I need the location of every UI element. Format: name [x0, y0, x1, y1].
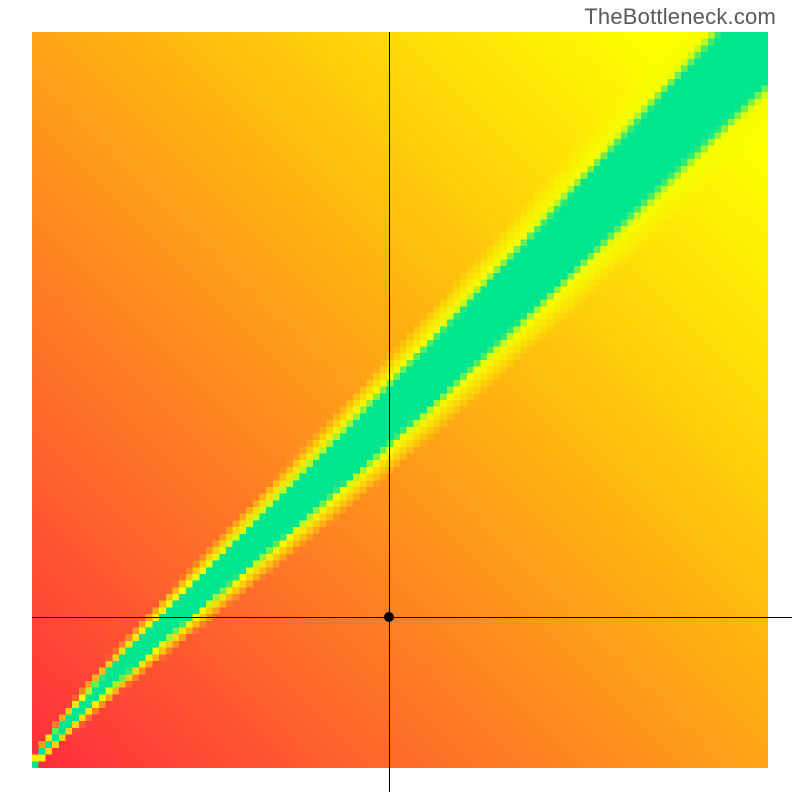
crosshair-vertical: [389, 32, 390, 792]
plot-area: [32, 32, 768, 768]
crosshair-horizontal: [32, 617, 792, 618]
watermark-text: TheBottleneck.com: [584, 4, 776, 30]
chart-container: { "watermark": { "text": "TheBottleneck.…: [0, 0, 800, 800]
heatmap-canvas: [32, 32, 768, 768]
marker-dot: [384, 612, 394, 622]
